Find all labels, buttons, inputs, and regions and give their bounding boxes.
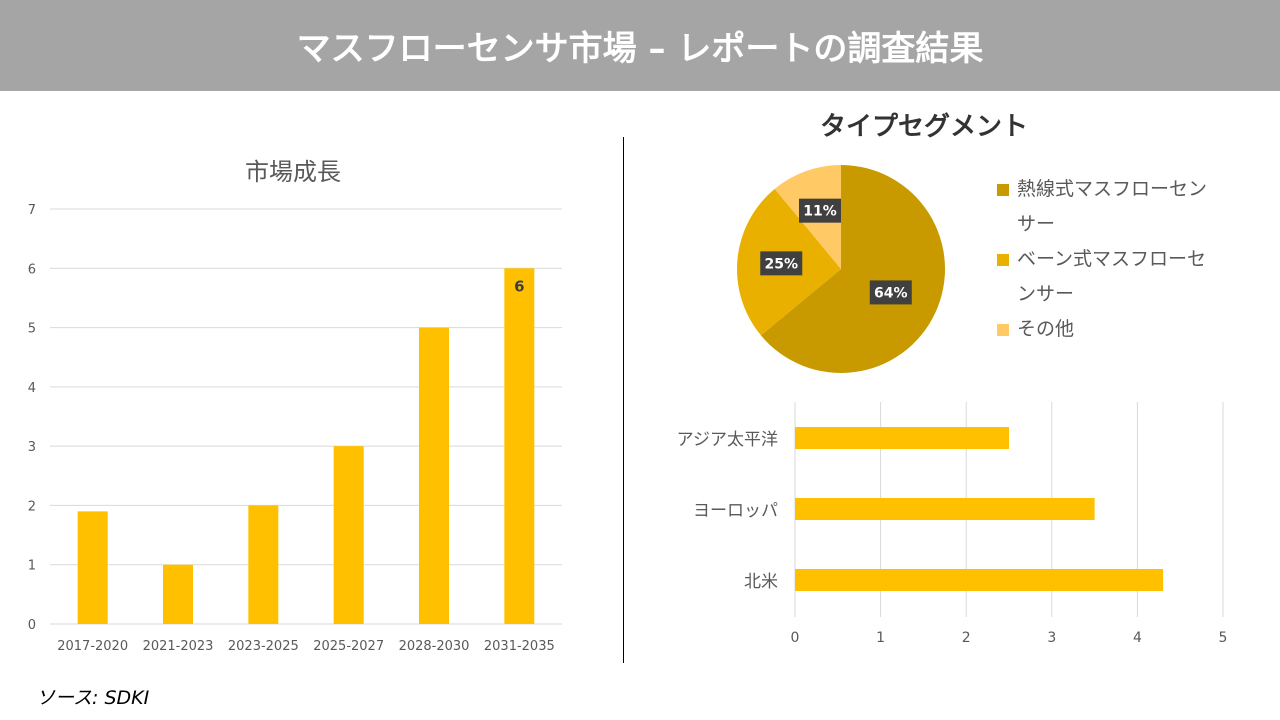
pie-data-label: 11%: [803, 204, 837, 220]
legend-item: 熱線式マスフローセンサー: [997, 172, 1217, 242]
x-tick-label: 2017-2020: [57, 639, 128, 654]
bar: [795, 569, 1164, 591]
bar: [419, 327, 449, 624]
bar: [795, 427, 1009, 449]
page-title: マスフローセンサ市場 – レポートの調査結果: [0, 0, 1280, 91]
y-tick-label: 3: [28, 440, 36, 455]
pie-data-label: 64%: [874, 285, 908, 301]
legend-item: ベーン式マスフローセンサー: [997, 242, 1217, 312]
legend-swatch: [997, 254, 1009, 266]
x-tick-label: 2021-2023: [143, 639, 214, 654]
growth-chart-title: 市場成長: [245, 158, 341, 186]
bar: [504, 268, 535, 624]
x-tick-label: 2025-2027: [313, 639, 384, 654]
legend-label: ベーン式マスフローセンサー: [1017, 248, 1207, 305]
legend-swatch: [997, 324, 1009, 336]
x-tick-label: 2: [962, 630, 971, 646]
x-tick-label: 0: [791, 630, 800, 646]
pie-legend: 熱線式マスフローセンサー ベーン式マスフローセンサー その他: [997, 172, 1217, 347]
x-tick-label: 1: [876, 630, 885, 646]
bar: [248, 505, 279, 624]
divider: [623, 137, 624, 663]
data-label-box: [869, 280, 912, 305]
y-tick-label: 2: [28, 499, 36, 514]
x-tick-label: 3: [1047, 630, 1056, 646]
source-note: ソース: SDKI: [36, 687, 150, 709]
x-tick-label: 2023-2025: [228, 639, 299, 654]
legend-item: その他: [997, 312, 1217, 347]
y-tick-label: 北米: [744, 572, 778, 592]
x-tick-label: 2031-2035: [484, 639, 555, 654]
y-tick-label: 0: [28, 618, 36, 633]
legend-label: 熱線式マスフローセンサー: [1017, 178, 1208, 235]
y-tick-label: 6: [28, 262, 36, 277]
pie-data-label: 25%: [765, 256, 799, 272]
y-tick-label: 1: [28, 559, 36, 574]
legend-swatch: [997, 184, 1009, 196]
x-tick-label: 2028-2030: [399, 639, 470, 654]
y-tick-label: 5: [28, 322, 36, 337]
legend-label: その他: [1017, 318, 1075, 340]
pie-slice: [760, 165, 946, 373]
data-label: 6: [514, 277, 524, 295]
bar: [333, 446, 364, 624]
data-label-box: [760, 251, 803, 276]
y-tick-label: ヨーロッパ: [693, 501, 778, 521]
y-tick-label: アジア太平洋: [677, 430, 778, 450]
bar: [795, 498, 1095, 520]
bar: [77, 511, 108, 624]
data-label-box: [798, 198, 841, 223]
x-tick-label: 4: [1133, 630, 1142, 646]
x-tick-label: 5: [1219, 630, 1228, 646]
type-segment-title: タイプセグメント: [820, 112, 1029, 142]
bar: [163, 564, 193, 624]
y-tick-label: 4: [28, 381, 36, 396]
y-tick-label: 7: [28, 203, 36, 218]
